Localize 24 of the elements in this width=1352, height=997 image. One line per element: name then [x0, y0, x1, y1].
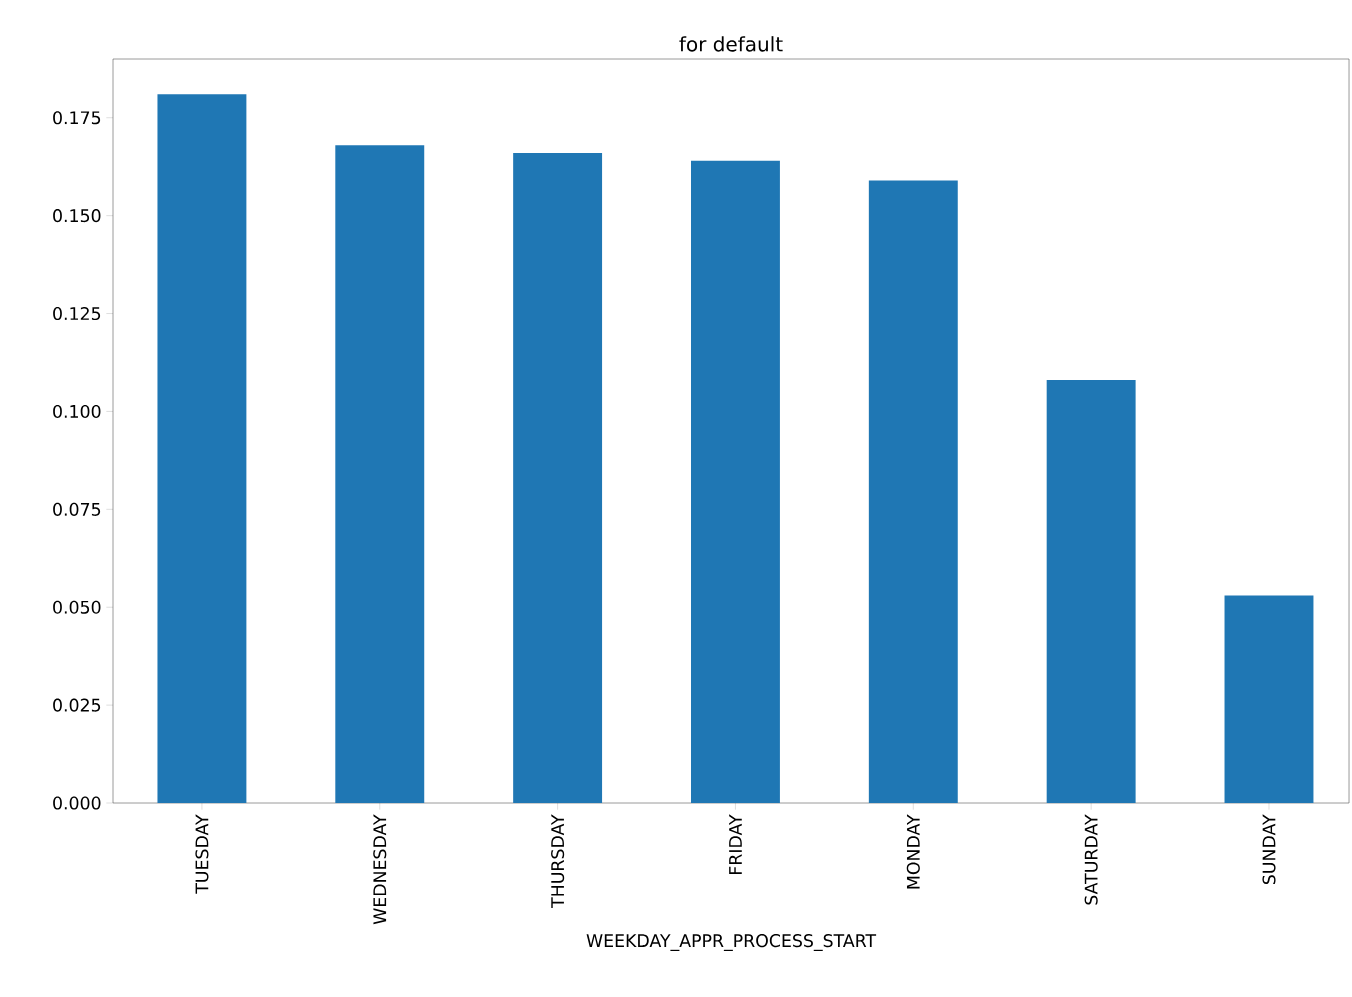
- y-tick-label: 0.025: [53, 698, 101, 712]
- bar: [690, 160, 780, 804]
- y-tick-label: 0.100: [53, 404, 101, 418]
- x-tick-label: THURSDAY: [551, 814, 565, 908]
- bar: [1046, 380, 1136, 804]
- x-tick-label: WEDNESDAY: [373, 814, 387, 925]
- y-tick-label: 0.125: [53, 306, 101, 321]
- x-tick-label: MONDAY: [906, 814, 920, 889]
- bar: [335, 145, 425, 804]
- x-tick-label: TUESDAY: [195, 814, 209, 894]
- bar: [513, 152, 603, 804]
- x-tick-label: SUNDAY: [1262, 814, 1276, 885]
- y-tick-label: 0.075: [53, 502, 101, 516]
- y-tick-label: 0.050: [53, 600, 101, 614]
- y-tick-label: 0.000: [53, 796, 101, 810]
- bar: [1224, 595, 1314, 804]
- y-tick-label: 0.150: [53, 209, 101, 223]
- x-tick-label: FRIDAY: [729, 814, 742, 874]
- y-tick-label: 0.175: [53, 111, 101, 125]
- x-tick-label: SATURDAY: [1084, 814, 1098, 905]
- chart-title: for default: [679, 36, 783, 52]
- x-axis-title: WEEKDAY_APPR_PROCESS_START: [586, 934, 877, 952]
- bar: [157, 94, 247, 804]
- bar: [868, 180, 958, 804]
